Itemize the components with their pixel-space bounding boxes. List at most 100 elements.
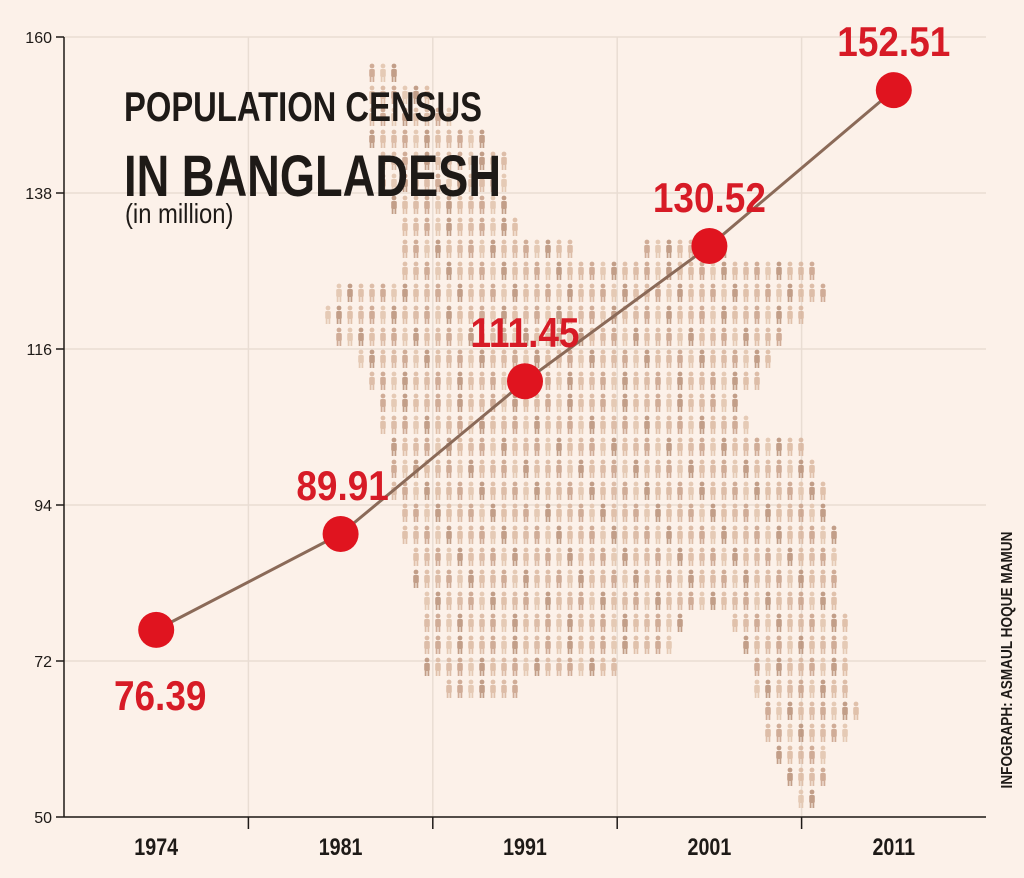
person-figure-icon bbox=[721, 305, 727, 324]
person-head bbox=[798, 481, 804, 487]
person-figure-icon bbox=[732, 503, 738, 522]
person-figure-icon bbox=[677, 591, 683, 610]
person-leg bbox=[688, 362, 691, 368]
person-leg bbox=[592, 318, 595, 324]
person-leg bbox=[658, 516, 661, 522]
person-figure-icon bbox=[776, 679, 782, 698]
person-head bbox=[556, 481, 562, 487]
person-body bbox=[479, 421, 485, 429]
person-head bbox=[655, 327, 661, 333]
person-leg bbox=[691, 494, 694, 500]
person-leg bbox=[757, 384, 760, 390]
person-figure-icon bbox=[380, 349, 386, 368]
person-figure-icon bbox=[479, 679, 485, 698]
person-leg bbox=[567, 494, 570, 500]
person-body bbox=[490, 641, 496, 649]
person-figure-icon bbox=[589, 481, 595, 500]
person-head bbox=[798, 283, 804, 289]
person-leg bbox=[614, 472, 617, 478]
person-body bbox=[446, 201, 452, 209]
person-head bbox=[655, 437, 661, 443]
person-leg bbox=[614, 362, 617, 368]
person-leg bbox=[372, 340, 375, 346]
person-head bbox=[644, 393, 650, 399]
person-figure-icon bbox=[677, 349, 683, 368]
person-body bbox=[545, 663, 551, 671]
person-head bbox=[842, 723, 848, 729]
person-body bbox=[512, 333, 518, 341]
person-figure-icon bbox=[611, 393, 617, 412]
person-body bbox=[325, 311, 331, 319]
person-leg bbox=[460, 186, 463, 192]
person-leg bbox=[457, 450, 460, 456]
person-leg bbox=[457, 384, 460, 390]
person-head bbox=[798, 613, 804, 619]
person-figure-icon bbox=[842, 613, 848, 632]
person-body bbox=[831, 707, 837, 715]
person-leg bbox=[372, 318, 375, 324]
person-figure-icon bbox=[710, 283, 716, 302]
person-leg bbox=[735, 274, 738, 280]
person-figure-icon bbox=[435, 547, 441, 566]
person-body bbox=[820, 531, 826, 539]
person-leg bbox=[570, 384, 573, 390]
person-leg bbox=[545, 516, 548, 522]
person-leg bbox=[611, 538, 614, 544]
person-leg bbox=[633, 648, 636, 654]
person-body bbox=[468, 399, 474, 407]
person-leg bbox=[438, 560, 441, 566]
person-leg bbox=[545, 450, 548, 456]
person-head bbox=[589, 459, 595, 465]
person-leg bbox=[449, 494, 452, 500]
person-figure-icon bbox=[754, 327, 760, 346]
person-leg bbox=[578, 472, 581, 478]
person-figure-icon bbox=[611, 503, 617, 522]
person-body bbox=[490, 663, 496, 671]
person-body bbox=[567, 399, 573, 407]
person-body bbox=[468, 157, 474, 165]
person-figure-icon bbox=[457, 217, 463, 236]
person-body bbox=[699, 311, 705, 319]
person-figure-icon bbox=[589, 613, 595, 632]
person-head bbox=[424, 327, 430, 333]
person-body bbox=[655, 355, 661, 363]
person-figure-icon bbox=[633, 525, 639, 544]
person-leg bbox=[669, 406, 672, 412]
person-body bbox=[721, 553, 727, 561]
person-leg bbox=[559, 626, 562, 632]
person-figure-icon bbox=[732, 481, 738, 500]
person-head bbox=[446, 459, 452, 465]
person-leg bbox=[383, 142, 386, 148]
person-figure-icon bbox=[600, 481, 606, 500]
person-leg bbox=[391, 472, 394, 478]
person-figure-icon bbox=[468, 613, 474, 632]
person-head bbox=[479, 393, 485, 399]
person-head bbox=[699, 525, 705, 531]
person-body bbox=[765, 641, 771, 649]
person-head bbox=[391, 305, 397, 311]
person-leg bbox=[490, 164, 493, 170]
person-body bbox=[534, 487, 540, 495]
person-leg bbox=[578, 406, 581, 412]
person-body bbox=[468, 311, 474, 319]
person-head bbox=[567, 261, 573, 267]
person-body bbox=[820, 641, 826, 649]
person-head bbox=[820, 613, 826, 619]
person-figure-icon bbox=[611, 459, 617, 478]
person-figure-icon bbox=[424, 217, 430, 236]
person-leg bbox=[845, 648, 848, 654]
person-leg bbox=[798, 560, 801, 566]
person-leg bbox=[820, 780, 823, 786]
person-leg bbox=[468, 142, 471, 148]
person-figure-icon bbox=[677, 525, 683, 544]
person-head bbox=[556, 349, 562, 355]
person-leg bbox=[449, 142, 452, 148]
person-body bbox=[457, 465, 463, 473]
person-figure-icon bbox=[402, 151, 408, 170]
person-head bbox=[622, 371, 628, 377]
person-head bbox=[699, 437, 705, 443]
person-body bbox=[413, 223, 419, 231]
person-body bbox=[798, 443, 804, 451]
y-tick-label: 138 bbox=[25, 186, 52, 203]
